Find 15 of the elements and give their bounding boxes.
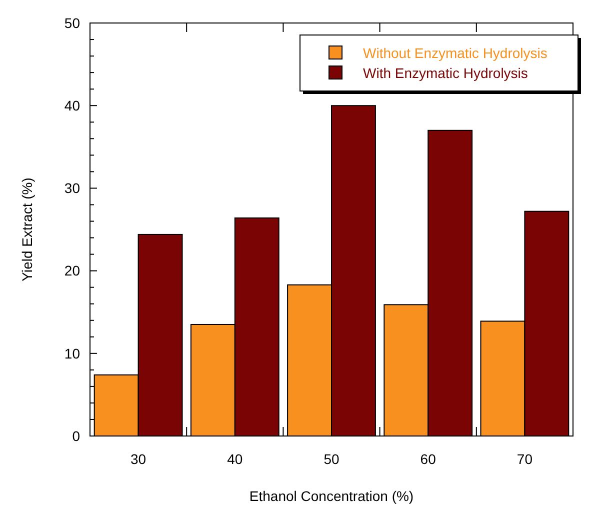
y-tick-label: 10 [64, 345, 80, 362]
x-tick-label: 70 [516, 451, 533, 467]
legend-label: Without Enzymatic Hydrolysis [363, 44, 548, 61]
x-tick-label: 50 [324, 451, 340, 467]
y-tick-label: 20 [64, 262, 80, 279]
x-tick-label: 30 [130, 451, 146, 467]
y-tick-label: 50 [64, 14, 80, 31]
x-axis-title: Ethanol Concentration (%) [249, 488, 414, 504]
y-axis-title: Yield Extract (%) [19, 178, 35, 282]
y-tick-label: 40 [64, 98, 80, 114]
legend-label: With Enzymatic Hydrolysis [363, 64, 528, 81]
y-tick-label: 30 [64, 180, 80, 196]
x-tick-label: 60 [420, 451, 436, 467]
x-tick-label: 40 [227, 451, 243, 467]
y-tick-label: 0 [72, 428, 80, 444]
